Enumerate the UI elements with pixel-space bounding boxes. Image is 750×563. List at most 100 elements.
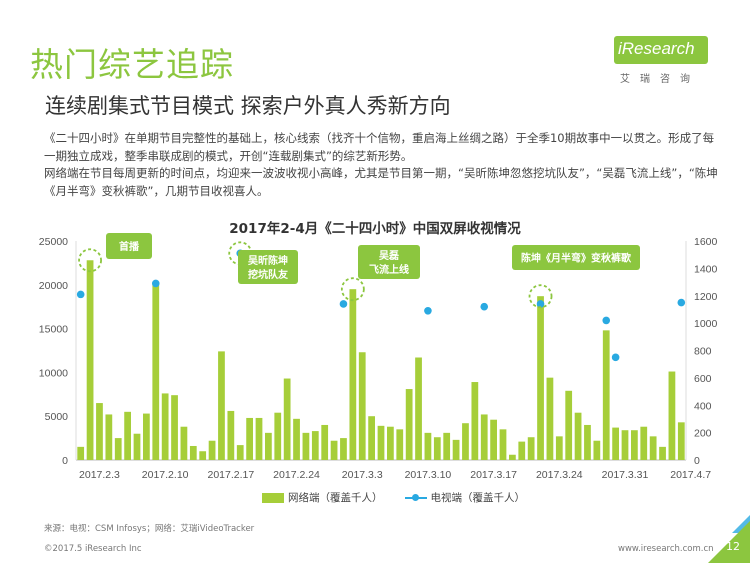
bar-web-58 (621, 430, 629, 460)
annotation-highlight-0 (78, 248, 102, 273)
bar-web-22 (283, 378, 291, 460)
description-text: 《二十四小时》在单期节目完整性的基础上，核心线索（找齐十个信物，重启海上丝绸之路… (44, 130, 724, 200)
bar-web-10 (171, 395, 178, 460)
legend-bar-swatch (262, 492, 284, 503)
bar-web-46 (509, 454, 516, 460)
bar-web-33 (387, 426, 394, 460)
bar-web-0 (77, 446, 85, 460)
bar-web-12 (189, 445, 197, 460)
y-right-tick-label: 1400 (694, 263, 718, 275)
description-paragraph-2: 网络端在节目每周更新的时间点，均迎来一波波收视小高峰，尤其是节目第一期，“吴昕陈… (44, 166, 718, 198)
bar-web-24 (302, 432, 310, 460)
bar-web-18 (246, 417, 253, 460)
annotation-highlight-3 (528, 284, 553, 309)
bar-web-55 (593, 440, 601, 460)
bar-web-9 (161, 393, 169, 460)
bar-web-13 (199, 451, 207, 460)
bar-web-63 (668, 371, 676, 460)
y-right-tick-label: 1600 (694, 236, 718, 248)
bar-web-60 (640, 426, 648, 460)
tv-point-0 (76, 290, 85, 299)
legend-label-web: 网络端（覆盖千人） (288, 492, 383, 504)
bar-web-44 (490, 419, 497, 460)
bar-web-26 (321, 424, 329, 460)
bar-web-47 (518, 441, 526, 460)
bar-web-28 (340, 438, 347, 460)
bar-web-5 (124, 411, 131, 460)
page-title: 热门综艺追踪 (30, 45, 234, 84)
bar-web-30 (358, 352, 366, 460)
logo-chinese-text: 艾瑞咨询 (620, 74, 700, 85)
x-tick-label: 2017.4.7 (670, 469, 711, 481)
y-right-tick-label: 200 (694, 428, 712, 440)
bar-web-16 (227, 410, 235, 460)
bar-web-45 (499, 429, 507, 460)
bar-web-4 (114, 438, 122, 460)
bar-web-20 (265, 432, 272, 460)
bar-web-25 (311, 431, 319, 460)
y-left-tick-label: 10000 (39, 367, 68, 379)
y-right-tick-label: 0 (694, 455, 700, 467)
bar-web-21 (274, 412, 282, 460)
y-right-tick-label: 600 (694, 373, 712, 385)
bar-web-40 (452, 439, 460, 460)
bar-web-53 (574, 412, 582, 460)
annotation-label-1: 吴昕陈坤 (248, 254, 288, 267)
bar-web-52 (565, 390, 573, 460)
annotation-box-0 (106, 233, 152, 259)
tv-point-7 (602, 316, 611, 325)
corner-decoration (708, 521, 750, 563)
bar-web-48 (527, 437, 535, 460)
bar-web-38 (433, 437, 441, 460)
bar-web-43 (480, 414, 488, 460)
bar-web-36 (415, 357, 422, 460)
bar-web-17 (236, 445, 244, 460)
tv-point-6 (536, 300, 545, 308)
x-tick-label: 2017.2.24 (273, 469, 320, 481)
bar-web-7 (143, 413, 150, 460)
bar-web-2 (96, 403, 103, 460)
chart-legend: 网络端（覆盖千人） 电视端（覆盖千人） (262, 490, 525, 505)
bar-web-41 (462, 423, 469, 460)
bar-web-64 (677, 422, 685, 460)
annotation-box-1 (238, 250, 298, 284)
bar-web-3 (105, 414, 113, 460)
y-left-tick-label: 20000 (39, 280, 68, 292)
bar-web-56 (602, 330, 610, 460)
annotation-label-3: 陈坤《月半弯》变秋裤歌 (521, 252, 632, 265)
bar-web-35 (405, 389, 413, 460)
tv-point-8 (611, 353, 620, 362)
bar-web-62 (659, 446, 666, 460)
bar-web-27 (330, 440, 338, 460)
website-url: www.iresearch.com.cn (618, 544, 714, 554)
source-note: 来源：电视：CSM Infosys；网络：艾瑞iVideoTracker (44, 524, 255, 534)
bar-web-23 (293, 418, 300, 460)
bar-web-32 (377, 425, 385, 460)
bar-web-19 (255, 417, 263, 460)
logo-text: iResearch (618, 39, 695, 58)
x-tick-label: 2017.2.17 (207, 469, 254, 481)
annotation-box-3 (512, 245, 640, 270)
x-tick-label: 2017.3.17 (470, 469, 517, 481)
y-left-tick-label: 0 (62, 455, 68, 467)
bar-web-57 (612, 427, 619, 460)
bar-web-59 (631, 430, 638, 460)
bar-web-39 (443, 432, 451, 460)
bar-web-15 (218, 351, 225, 460)
bar-web-61 (649, 436, 657, 460)
page-subtitle: 连续剧集式节目模式 探索户外真人秀新方向 (45, 94, 451, 118)
x-tick-label: 2017.3.3 (342, 469, 383, 481)
tv-point-3 (339, 300, 348, 308)
tv-point-4 (424, 307, 432, 315)
x-tick-label: 2017.3.24 (536, 469, 583, 481)
x-tick-label: 2017.2.3 (79, 469, 120, 481)
annotation-box-2 (358, 245, 420, 279)
y-left-tick-label: 5000 (45, 411, 69, 423)
iresearch-logo: iResearch 艾瑞咨询 (614, 36, 718, 86)
tv-point-5 (480, 302, 489, 311)
bar-web-8 (152, 283, 160, 460)
y-right-tick-label: 1000 (694, 318, 718, 330)
y-left-tick-label: 15000 (39, 324, 68, 336)
legend-label-tv: 电视端（覆盖千人） (430, 492, 526, 504)
bar-web-1 (86, 260, 94, 460)
